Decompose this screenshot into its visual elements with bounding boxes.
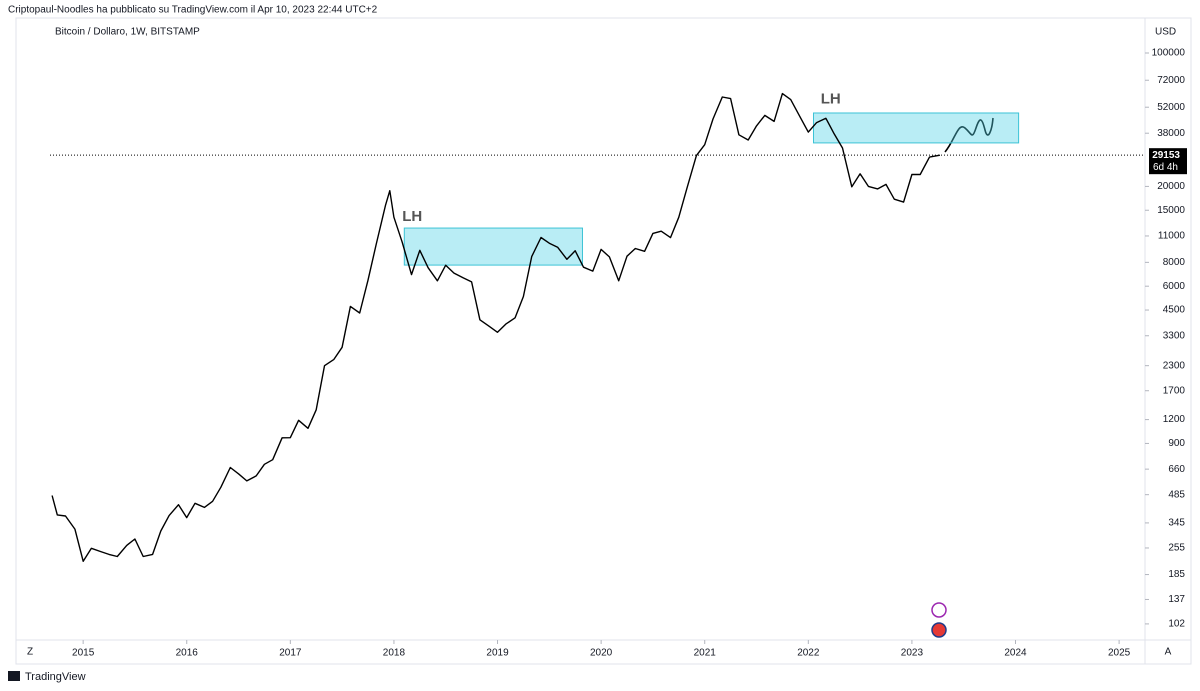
y-tick-label: 660	[1168, 464, 1185, 475]
y-tick-label: 102	[1168, 619, 1185, 630]
x-tick-label: 2024	[1004, 648, 1027, 659]
x-tick-label: 2020	[590, 648, 613, 659]
logo	[8, 671, 20, 681]
y-tick-label: 3300	[1163, 330, 1186, 341]
annotation: LH	[821, 91, 841, 108]
projection	[944, 117, 994, 153]
header: Criptopaul-Noodles ha pubblicato su Trad…	[8, 5, 378, 16]
y-tick-label: 72000	[1157, 75, 1185, 86]
y-tick-label: 485	[1168, 489, 1185, 500]
last-price-box	[1149, 148, 1187, 175]
x-tick-label: 2022	[797, 648, 820, 659]
y-unit: USD	[1155, 27, 1176, 38]
y-tick-label: 900	[1168, 438, 1185, 449]
event-icon[interactable]	[931, 622, 947, 638]
x-tick-label: 2023	[901, 648, 924, 659]
y-tick-label: 345	[1168, 518, 1185, 529]
price-line	[51, 92, 941, 562]
chart-title: Bitcoin / Dollaro, 1W, BITSTAMP	[55, 27, 200, 38]
frame	[15, 17, 1192, 665]
y-tick-label: 137	[1168, 594, 1185, 605]
y-tick-label: 52000	[1157, 102, 1185, 113]
x-tick-label: 2025	[1108, 648, 1131, 659]
y-tick-label: 8000	[1163, 257, 1186, 268]
y-tick-label: 4500	[1163, 305, 1186, 316]
y-tick-label: 15000	[1157, 205, 1185, 216]
scale-button[interactable]: Z	[27, 647, 33, 658]
y-tick-label: 11000	[1158, 231, 1186, 242]
zone	[812, 112, 1020, 144]
x-tick-label: 2017	[279, 648, 302, 659]
y-tick-label: 2300	[1163, 360, 1186, 371]
x-tick-label: 2021	[694, 648, 717, 659]
countdown: 6d 4h	[1153, 162, 1178, 173]
last-price-label: 29153	[1152, 150, 1180, 161]
y-tick-label: 1200	[1163, 414, 1186, 425]
x-tick-label: 2019	[486, 648, 509, 659]
y-tick-label: 1700	[1163, 385, 1186, 396]
scale-button[interactable]: A	[1165, 647, 1172, 658]
x-tick-label: 2015	[72, 648, 95, 659]
zone	[403, 227, 583, 266]
y-tick-label: 185	[1168, 569, 1185, 580]
x-tick-label: 2016	[176, 648, 199, 659]
y-tick-label: 20000	[1157, 181, 1185, 192]
y-tick-label: 100000	[1152, 48, 1186, 59]
footer: TradingView	[25, 671, 86, 683]
x-tick-label: 2018	[383, 648, 406, 659]
annotation: LH	[402, 208, 422, 225]
y-tick-label: 255	[1168, 543, 1185, 554]
y-tick-label: 6000	[1163, 281, 1186, 292]
y-tick-label: 38000	[1157, 128, 1185, 139]
event-icon[interactable]	[931, 602, 947, 618]
